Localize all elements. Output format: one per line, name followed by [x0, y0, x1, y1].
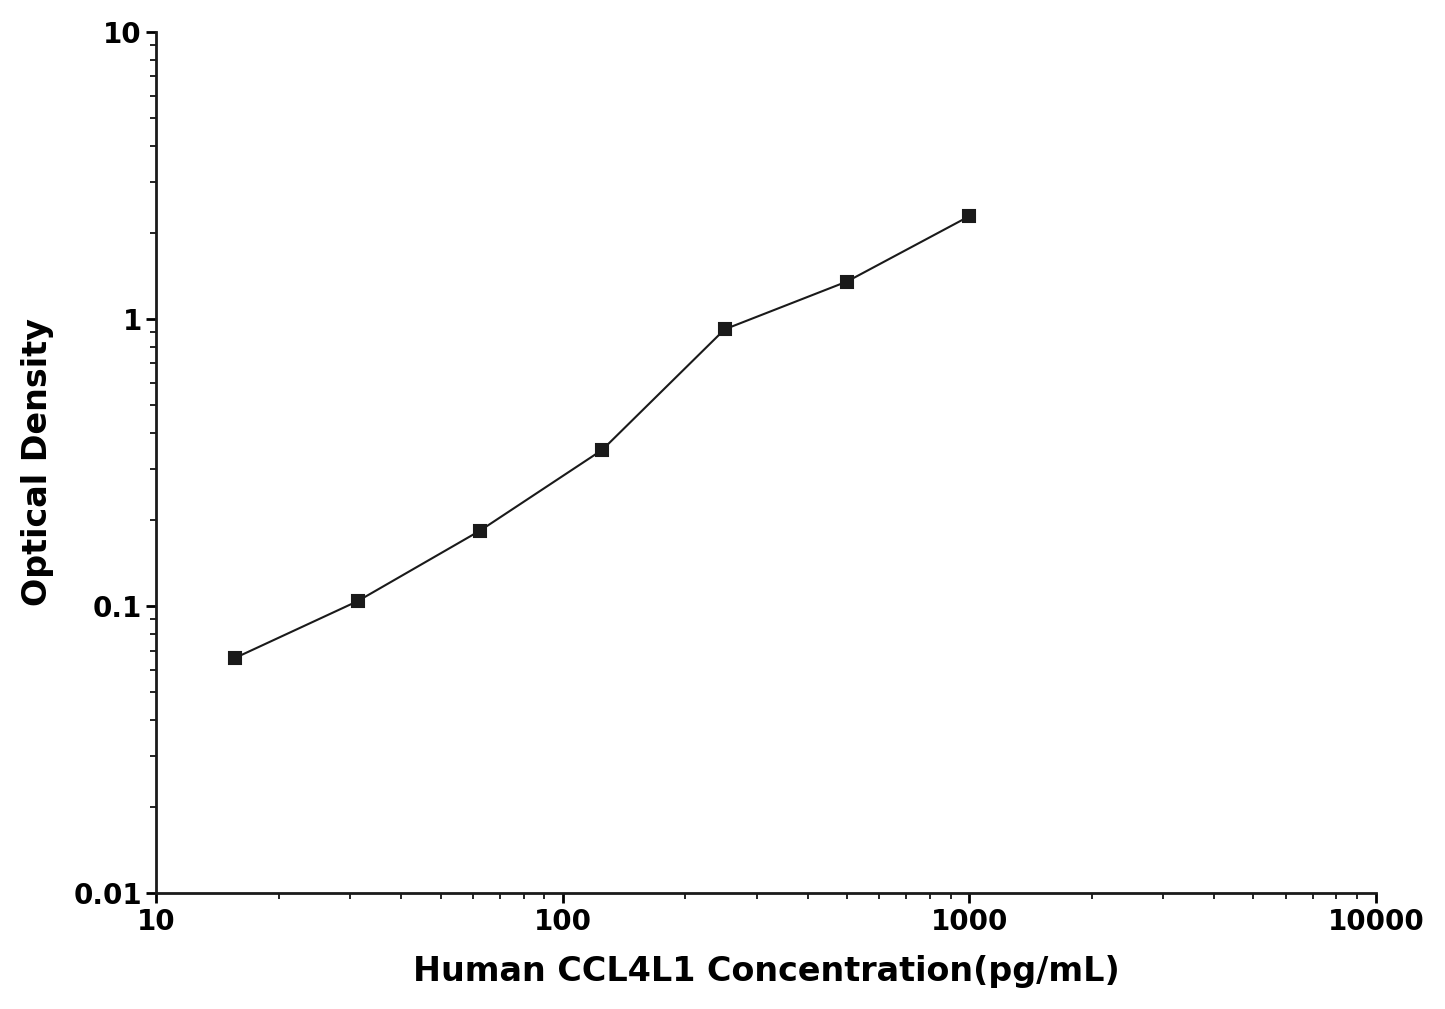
- X-axis label: Human CCL4L1 Concentration(pg/mL): Human CCL4L1 Concentration(pg/mL): [413, 956, 1120, 988]
- Y-axis label: Optical Density: Optical Density: [20, 319, 53, 606]
